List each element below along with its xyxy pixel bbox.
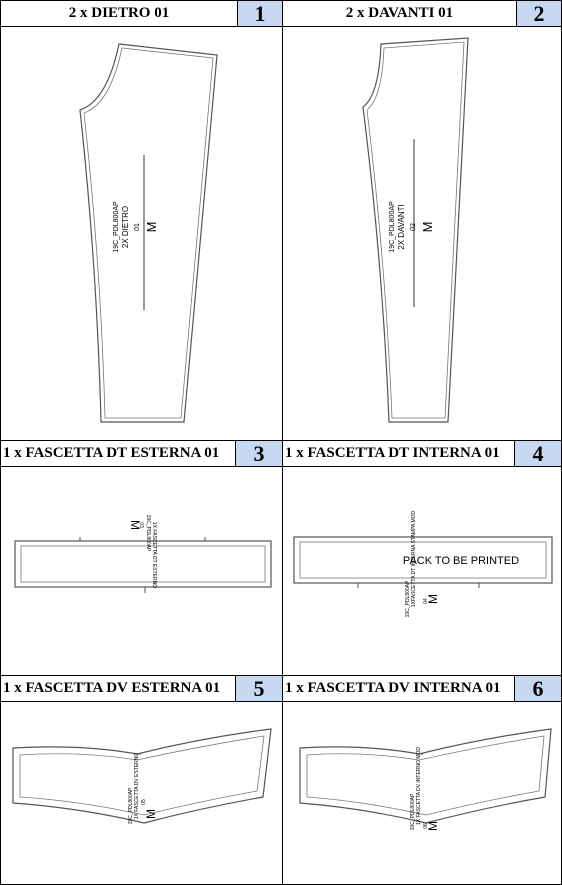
front-inner-waistband-piece: 1X FASCETTA DV INTERNO MOD 19C_PDL800AP …: [299, 728, 552, 831]
panel-1: 2 x DIETRO 01 1 19C_PDL800AP 2X DIETRO 0…: [0, 0, 283, 441]
panel-4-number: 4: [514, 441, 561, 466]
band3-name: 1X FASCETTA DT ESTERNO: [151, 522, 157, 588]
panel-2: 2 x DAVANTI 01 2 19C_PDL800AP 2X DAVANTI…: [282, 0, 562, 441]
panel-2-title: 2 x DAVANTI 01: [345, 5, 454, 21]
front-piece-inner-outline: [366, 41, 465, 419]
band6-name: 1X FASCETTA DV INTERNO MOD: [416, 747, 422, 825]
band3-number: 03: [138, 522, 144, 528]
panel-3: 1 x FASCETTA DT ESTERNA 01 3 M 03 19C_PD…: [0, 440, 283, 676]
panel-2-header: 2 x DAVANTI 01 2: [283, 1, 561, 27]
panel-1-drawing: 19C_PDL800AP 2X DIETRO 01 M: [1, 27, 282, 440]
back-outer-waistband-piece: M 03 19C_PDL800AP 1X FASCETTA DT ESTERNO: [14, 515, 272, 593]
back-piece-code: 19C_PDL800AP: [113, 201, 120, 253]
panel-6-header: 1 x FASCETTA DV INTERNA 01 6: [283, 676, 561, 702]
panel-5-title: 1 x FASCETTA DV ESTERNA 01: [3, 680, 221, 696]
band6-size: M: [426, 821, 440, 831]
band5-size: M: [144, 809, 158, 819]
panel-4-title: 1 x FASCETTA DT INTERNA 01: [285, 445, 500, 461]
panel-1-number: 1: [237, 1, 282, 26]
band-outer-outline: [14, 540, 272, 588]
front-piece-code: 19C_PDL800AP: [389, 201, 396, 253]
band-inner-outline: [19, 735, 265, 816]
panel-1-title: 2 x DIETRO 01: [68, 5, 170, 21]
front-piece-outer-outline: [362, 37, 469, 423]
panel-4-header: 1 x FASCETTA DT INTERNA 01 4: [283, 441, 561, 467]
band5-code: 19C_PDL800AP: [128, 787, 134, 824]
panel-3-header: 1 x FASCETTA DT ESTERNA 01 3: [1, 441, 282, 467]
back-piece-inner-outline: [83, 47, 214, 419]
panel-5-header: 1 x FASCETTA DV ESTERNA 01 5: [1, 676, 282, 702]
front-piece-size: M: [420, 222, 435, 233]
panel-6: 1 x FASCETTA DV INTERNA 01 6 1X FASCETTA…: [282, 675, 562, 885]
panel-3-number: 3: [235, 441, 282, 466]
back-inner-waistband-piece: PACK TO BE PRINTED 1XFASCETTA DT INTERNA…: [293, 510, 553, 617]
band4-number: 04: [423, 598, 429, 604]
band5-number: 05: [141, 799, 147, 805]
print-note: PACK TO BE PRINTED: [403, 555, 519, 567]
panel-2-drawing: 19C_PDL800AP 2X DAVANTI 02 M: [283, 27, 561, 440]
front-piece-name: 2X DAVANTI: [397, 204, 406, 250]
band-outer-outline: [12, 728, 272, 824]
band-inner-outline: [20, 545, 266, 583]
panel-2-number: 2: [516, 1, 561, 26]
band6-code: 19C_PDL800AP: [410, 793, 416, 830]
back-piece-number: 01: [134, 223, 141, 231]
panel-4-drawing: PACK TO BE PRINTED 1XFASCETTA DT INTERNA…: [283, 467, 561, 675]
band3-code: 19C_PDL800AP: [145, 515, 151, 552]
front-trouser-piece: 19C_PDL800AP 2X DAVANTI 02 M: [362, 37, 469, 423]
panel-3-drawing: M 03 19C_PDL800AP 1X FASCETTA DT ESTERNO: [1, 467, 282, 675]
panel-6-title: 1 x FASCETTA DV INTERNA 01: [285, 680, 501, 696]
band4-name: 1XFASCETTA DT INTERNA STAMPA MOD: [411, 510, 417, 607]
band5-name: 1X FASCETTA DV ESTERNO: [134, 753, 140, 820]
panel-3-title: 1 x FASCETTA DT ESTERNA 01: [3, 445, 220, 461]
panel-6-drawing: 1X FASCETTA DV INTERNO MOD 19C_PDL800AP …: [283, 702, 561, 884]
panel-6-number: 6: [514, 676, 561, 701]
panel-4: 1 x FASCETTA DT INTERNA 01 4 PACK TO BE …: [282, 440, 562, 676]
band4-size: M: [426, 594, 440, 604]
panel-5-number: 5: [235, 676, 282, 701]
band-inner-outline: [306, 735, 545, 816]
back-piece-name: 2X DIETRO: [121, 206, 130, 248]
front-piece-number: 02: [410, 223, 417, 231]
band-inner-outline: [299, 541, 547, 579]
band6-number: 06: [423, 823, 429, 829]
band3-size: M: [128, 520, 142, 530]
panel-1-header: 2 x DIETRO 01 1: [1, 1, 282, 27]
band-outer-outline: [293, 536, 553, 584]
band4-code: 19C_PDL800AP: [405, 580, 411, 617]
back-piece-size: M: [144, 222, 159, 233]
band-outer-outline: [299, 728, 552, 824]
back-piece-outer-outline: [79, 43, 218, 423]
front-outer-waistband-piece: 1X FASCETTA DV ESTERNO 19C_PDL800AP 05 M: [12, 728, 272, 824]
panel-5: 1 x FASCETTA DV ESTERNA 01 5 1X FASCETTA…: [0, 675, 283, 885]
back-trouser-piece: 19C_PDL800AP 2X DIETRO 01 M: [79, 43, 218, 423]
panel-5-drawing: 1X FASCETTA DV ESTERNO 19C_PDL800AP 05 M: [1, 702, 282, 884]
